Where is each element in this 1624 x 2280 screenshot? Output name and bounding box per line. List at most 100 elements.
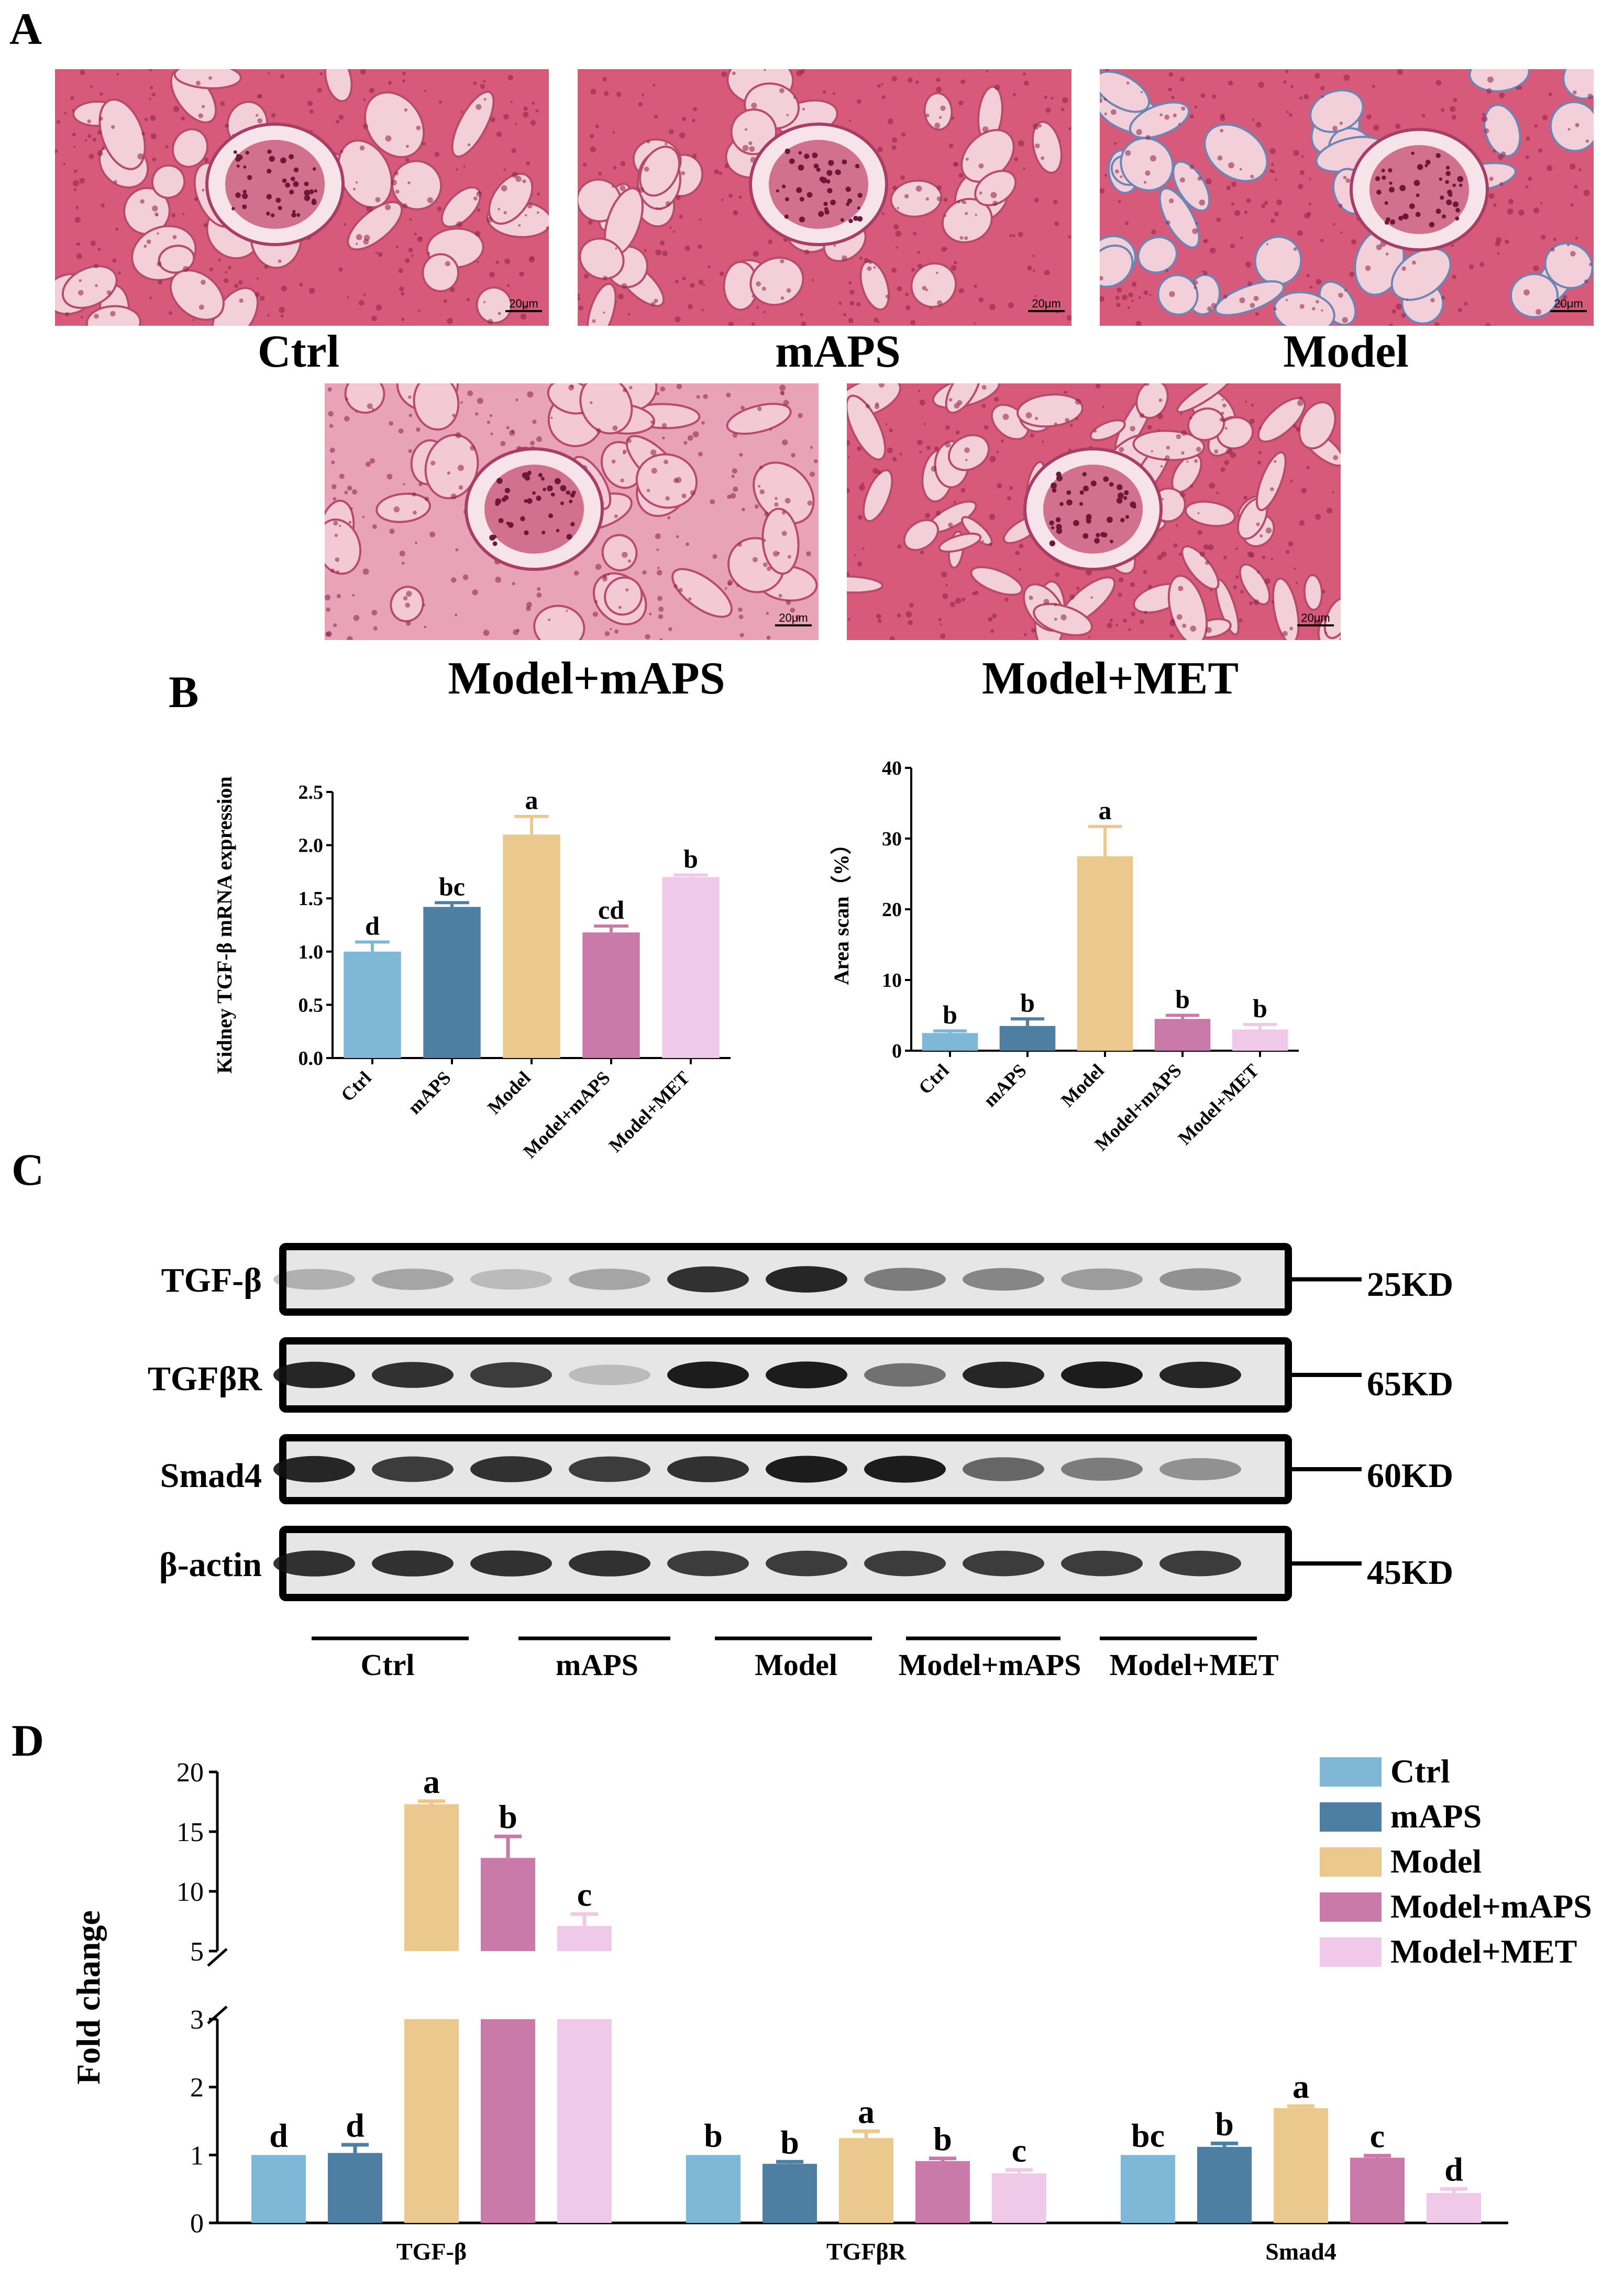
cell-nucleus (662, 250, 668, 257)
cell-nucleus (887, 447, 893, 454)
cell-nucleus (1186, 460, 1189, 463)
cell-nucleus (1578, 168, 1582, 172)
cell-nucleus (758, 484, 761, 488)
glomerular-cell (242, 193, 248, 200)
tubule-lumen (61, 265, 118, 309)
cell-nucleus (965, 212, 968, 215)
cell-nucleus (901, 132, 906, 137)
cell-nucleus (515, 175, 522, 182)
cell-nucleus (511, 148, 516, 153)
cell-nucleus (1255, 312, 1259, 316)
glomerular-cell (527, 471, 532, 476)
cell-nucleus (1044, 270, 1050, 276)
cell-nucleus (1453, 97, 1457, 102)
glomerular-cell (496, 478, 503, 484)
cell-nucleus (973, 322, 976, 325)
cell-nucleus (1233, 585, 1237, 589)
cell-nucleus (650, 302, 656, 306)
cell-nucleus (885, 294, 889, 299)
cell-nucleus (965, 459, 968, 461)
cell-nucleus (1385, 252, 1389, 256)
cell-nucleus (1562, 295, 1567, 300)
tubule-lumen (1214, 280, 1285, 316)
tubule-lumen (947, 434, 990, 471)
cell-nucleus (958, 288, 964, 294)
cell-nucleus (1507, 208, 1513, 215)
cell-nucleus (1583, 190, 1590, 196)
cell-nucleus (944, 214, 947, 217)
cell-nucleus (1303, 94, 1309, 100)
glomerular-cell (1413, 180, 1420, 186)
significance-letter: c (1370, 2118, 1385, 2155)
cell-nucleus (395, 245, 399, 249)
cell-nucleus (994, 396, 999, 402)
cell-nucleus (787, 555, 791, 559)
cell-nucleus (1130, 582, 1135, 587)
cell-nucleus (1321, 95, 1324, 98)
tubule-lumen (903, 519, 939, 552)
cell-nucleus (603, 311, 605, 314)
glomerular-cell (1389, 186, 1395, 193)
tubule-lumen (1089, 419, 1126, 442)
cell-nucleus (399, 550, 405, 557)
cell-nucleus (710, 499, 715, 504)
glomerular-cell (267, 149, 272, 154)
cell-nucleus (64, 312, 70, 317)
cell-nucleus (766, 612, 769, 615)
cell-nucleus (936, 78, 941, 82)
cell-nucleus (489, 414, 493, 417)
cell-nucleus (627, 438, 632, 443)
glomerular-cell (1411, 151, 1415, 155)
cell-nucleus (1301, 488, 1307, 493)
histology-svg-maps: 20μm (578, 69, 1071, 326)
cell-nucleus (1145, 383, 1150, 386)
cell-nucleus (405, 145, 409, 148)
glomerular-cell (848, 218, 853, 224)
cell-nucleus (1203, 271, 1208, 276)
bar-model-maps-tgf-upper (481, 1858, 535, 1951)
cell-nucleus (708, 265, 711, 269)
cell-nucleus (974, 284, 977, 288)
cell-nucleus (141, 131, 145, 136)
cell-nucleus (1298, 183, 1303, 190)
tubule-lumen (1468, 69, 1530, 93)
glomerular-cell (275, 197, 281, 203)
tubule-lumen (941, 197, 993, 244)
cell-nucleus (416, 427, 421, 432)
cell-nucleus (375, 197, 381, 203)
cell-nucleus (665, 201, 671, 206)
cell-nucleus (458, 485, 463, 490)
cell-nucleus (698, 279, 704, 285)
cell-nucleus (309, 109, 314, 114)
cell-nucleus (953, 260, 957, 265)
cell-nucleus (1116, 303, 1121, 307)
cell-nucleus (1119, 447, 1124, 453)
tubule-lumen (363, 91, 425, 158)
cell-nucleus (79, 178, 85, 184)
protein-band (864, 1363, 946, 1387)
cell-nucleus (798, 413, 803, 418)
glomerular-cell (236, 164, 240, 168)
cell-nucleus (1031, 628, 1036, 633)
cell-nucleus (366, 206, 373, 213)
tubule-lumen (671, 568, 733, 618)
cell-nucleus (89, 153, 94, 159)
cell-nucleus (644, 249, 647, 252)
cell-nucleus (408, 413, 412, 417)
cell-nucleus (1468, 264, 1474, 270)
cell-nucleus (791, 453, 796, 458)
cell-nucleus (1316, 279, 1322, 285)
cell-nucleus (877, 619, 882, 623)
cell-nucleus (1194, 105, 1198, 109)
cell-nucleus (1320, 86, 1325, 91)
cell-nucleus (523, 112, 529, 118)
cell-nucleus (988, 616, 993, 622)
cell-nucleus (345, 397, 349, 401)
cell-nucleus (482, 80, 486, 83)
x-category-label: Smad4 (1265, 2238, 1336, 2265)
cell-nucleus (578, 305, 584, 311)
cell-nucleus (498, 207, 501, 211)
cell-nucleus (847, 618, 850, 621)
chart-area-scan: 010203040bCtrlbmAPSaModelbModel+mAPSbMod… (830, 757, 1299, 1155)
legend-label: Model+mAPS (1390, 1888, 1592, 1925)
